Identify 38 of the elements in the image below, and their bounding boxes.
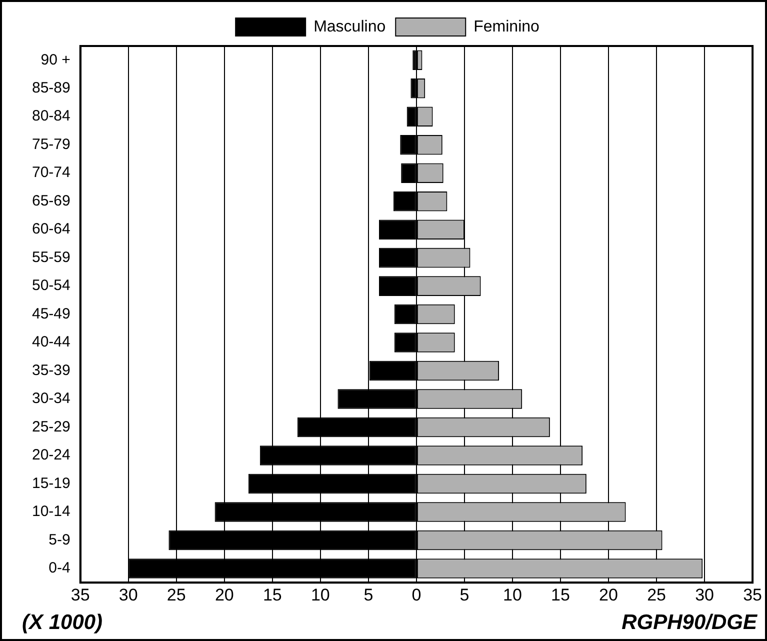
x-tick-label: 10 xyxy=(503,585,522,604)
y-tick-label: 15-19 xyxy=(32,474,70,492)
y-tick-label: 70-74 xyxy=(32,164,70,182)
y-tick-label: 80-84 xyxy=(32,108,70,125)
x-tick-label: 15 xyxy=(551,585,570,604)
x-tick-label: 10 xyxy=(310,585,330,604)
text: RGPH90/DGE xyxy=(622,611,758,634)
y-tick-label: 20-24 xyxy=(32,446,70,464)
y-tick-label: 50-54 xyxy=(32,277,70,294)
y-tick-label: 40-44 xyxy=(32,334,70,351)
x-tick-label: 35 xyxy=(70,585,90,604)
x-tick-label: 25 xyxy=(166,585,186,604)
y-tick-label: 25-29 xyxy=(32,418,70,436)
y-tick-label: 85-89 xyxy=(32,80,70,97)
y-tick-label: 35-39 xyxy=(32,362,70,379)
text: (X 1000) xyxy=(22,611,103,634)
x-tick-label: 20 xyxy=(214,585,234,604)
y-tick-label: 30-34 xyxy=(32,390,70,408)
legend-label: Feminino xyxy=(474,18,540,36)
y-tick-label: 10-14 xyxy=(32,503,70,520)
y-tick-label: 55-59 xyxy=(32,248,70,266)
x-tick-label: 5 xyxy=(364,585,374,604)
y-tick-label: 75-79 xyxy=(32,136,70,153)
y-tick-label: 60-64 xyxy=(32,220,70,238)
y-tick-label: 45-49 xyxy=(32,305,70,322)
y-tick-label: 5-9 xyxy=(48,531,70,548)
x-tick-label: 20 xyxy=(599,585,618,604)
x-tick-label: 25 xyxy=(647,585,666,604)
x-tick-label: 30 xyxy=(695,585,714,604)
x-tick-label: 30 xyxy=(118,585,138,604)
legend-label: Masculino xyxy=(314,18,386,36)
y-tick-label: 65-69 xyxy=(32,192,70,210)
y-tick-label: 0-4 xyxy=(48,560,70,577)
x-tick-label: 5 xyxy=(460,585,470,604)
x-tick-label: 0 xyxy=(412,585,422,604)
x-tick-label: 35 xyxy=(743,585,762,604)
y-tick-label: 90 + xyxy=(40,51,71,68)
x-tick-label: 15 xyxy=(262,585,282,604)
